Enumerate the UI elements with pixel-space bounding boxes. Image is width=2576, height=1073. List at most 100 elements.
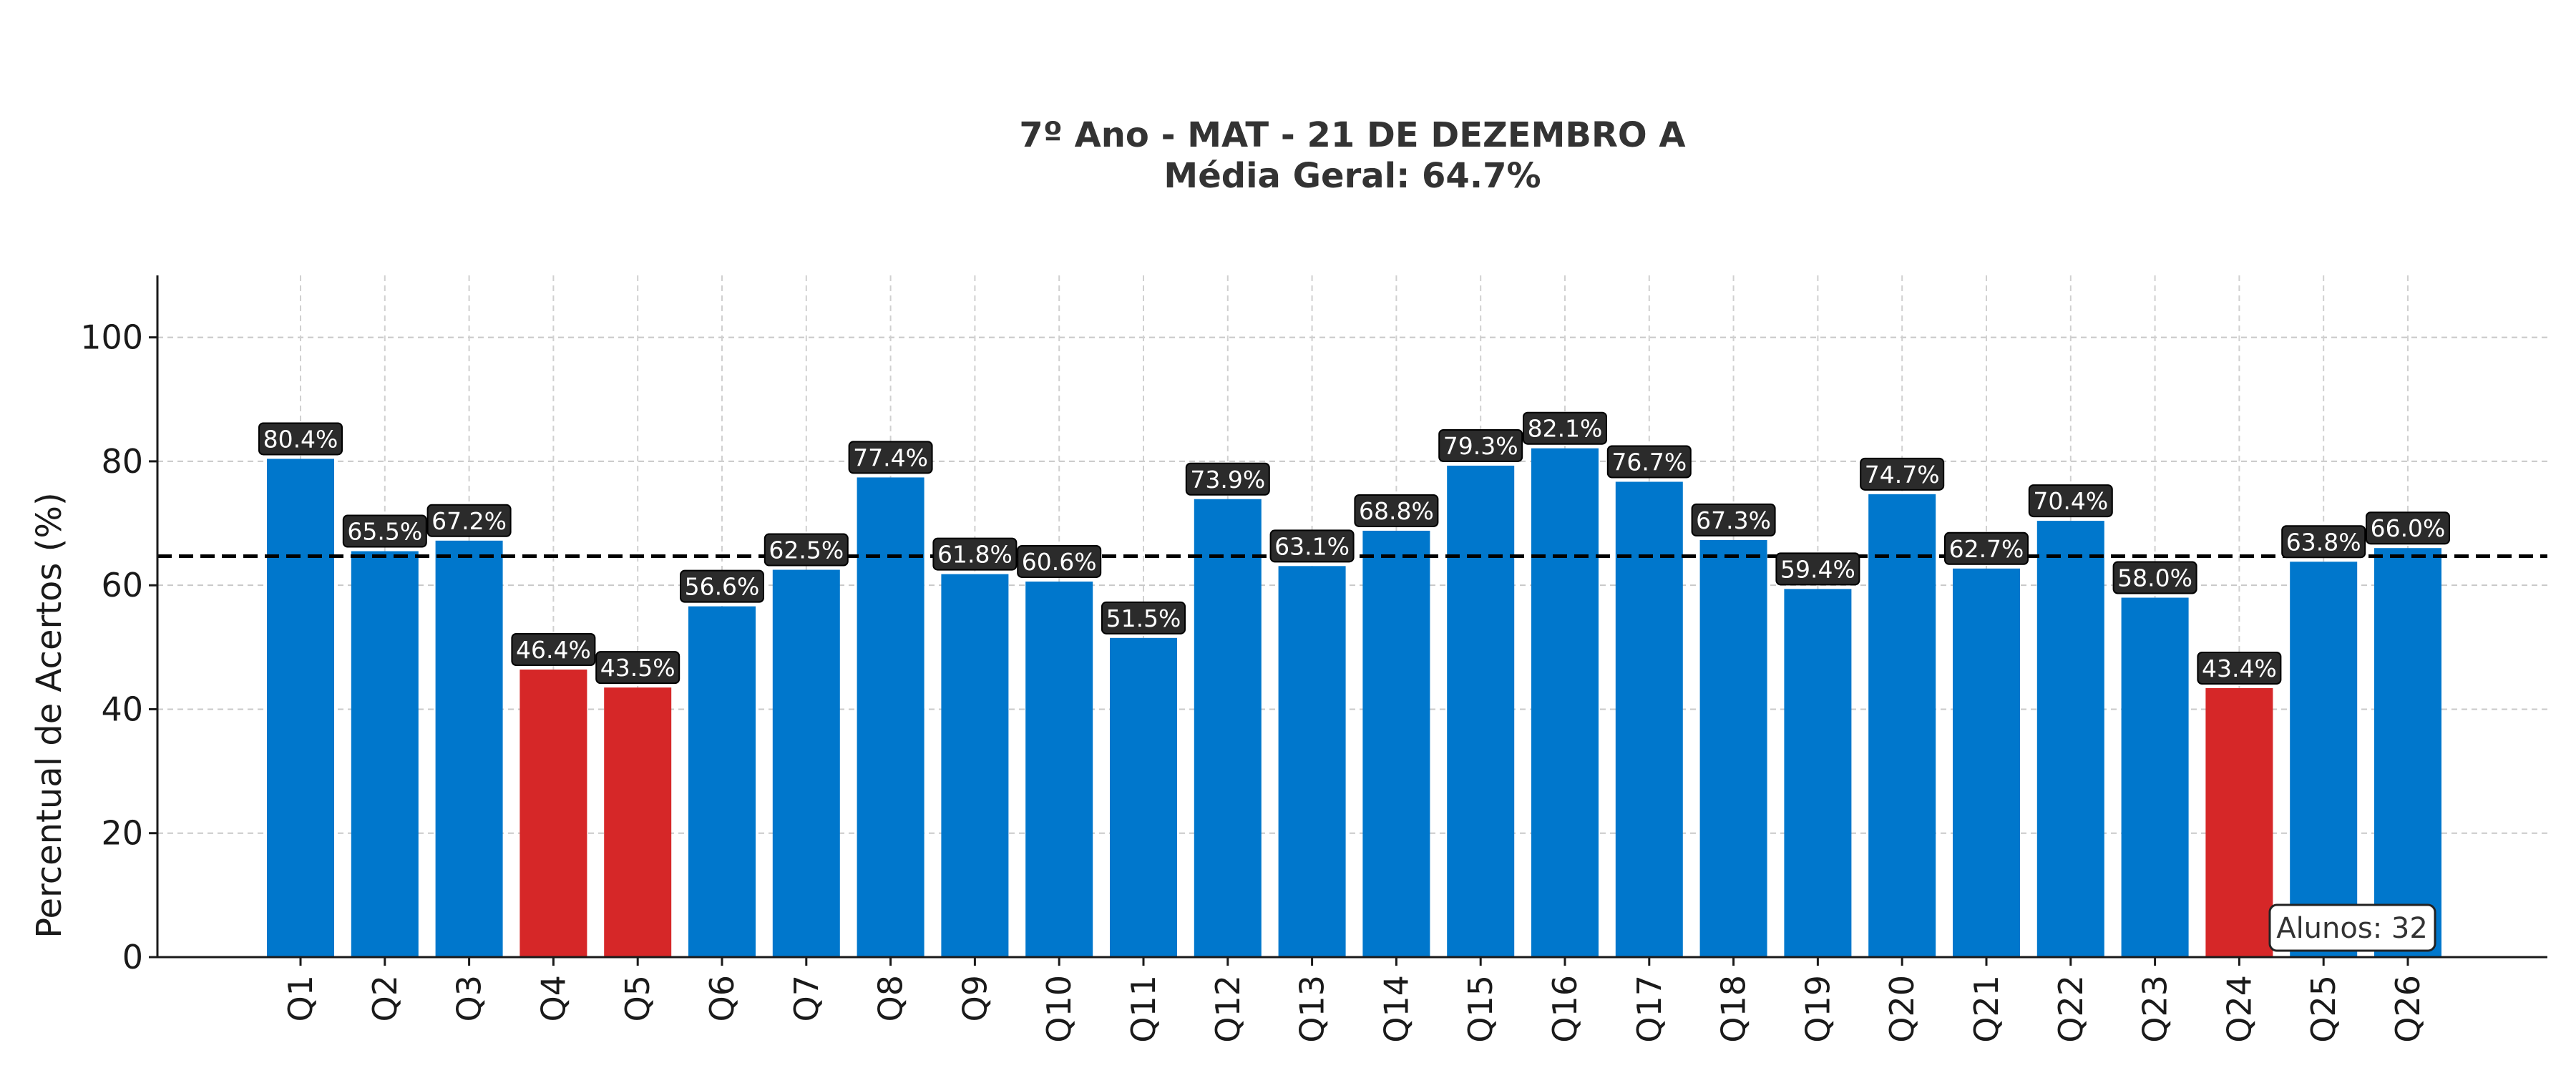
y-axis-label: Percentual de Acertos (%): [29, 492, 69, 938]
data-label-box: [2366, 511, 2450, 545]
x-tick-label: Q18: [1714, 975, 1753, 1043]
bar-q13: [1278, 566, 1346, 957]
data-label-box: [1606, 445, 1692, 479]
y-tick-label: 20: [101, 814, 143, 853]
x-tick-label: Q8: [872, 975, 910, 1021]
chart-subtitle: Média Geral: 64.7%: [1163, 156, 1541, 196]
data-label-text: 46.4%: [516, 636, 591, 664]
x-tick-label: Q6: [703, 975, 741, 1021]
students-note: Alunos: 32: [2268, 903, 2436, 952]
data-label-text: 65.5%: [347, 518, 422, 546]
bar-q14: [1362, 530, 1430, 957]
bar-q10: [1025, 581, 1093, 957]
x-tick-label: Q26: [2389, 975, 2427, 1043]
bar-q12: [1194, 499, 1262, 957]
data-label-box: [1354, 494, 1439, 527]
data-label-q1: 80.4%: [258, 422, 343, 456]
data-label-q3: 67.2%: [426, 504, 512, 537]
data-label-text: 82.1%: [1528, 415, 1603, 443]
bar-q19: [1784, 589, 1852, 957]
x-tick-label: Q21: [1967, 975, 2006, 1043]
data-label-q10: 60.6%: [1017, 544, 1102, 578]
bar-q21: [1953, 568, 2020, 957]
bar-q26: [2374, 548, 2441, 957]
data-label-text: 59.4%: [1780, 555, 1855, 583]
bar-q25: [2290, 562, 2358, 957]
bar-q15: [1447, 465, 1515, 957]
data-label-text: 80.4%: [263, 425, 338, 453]
data-label-box: [342, 514, 427, 548]
students-note-text: Alunos: 32: [2276, 912, 2428, 945]
x-tick-label: Q5: [618, 975, 657, 1021]
data-label-text: 61.8%: [937, 541, 1013, 569]
bar-q1: [267, 459, 334, 957]
x-tick-label: Q2: [366, 975, 404, 1021]
data-label-text: 43.4%: [2202, 655, 2277, 682]
data-label-box: [426, 504, 512, 537]
y-tick-label: 0: [122, 938, 143, 976]
data-label-q23: 58.0%: [2112, 561, 2197, 594]
bar-q18: [1699, 539, 1767, 957]
students-note-box: [2268, 903, 2436, 952]
data-label-q2: 65.5%: [342, 514, 427, 548]
axes: 0 20 40 60 80 100 Q1 Q2 Q3 Q4 Q5 Q6 Q7 Q8 Q9 Q10 Q11 Q12 Q…: [80, 275, 2547, 1043]
x-tick-label: Q25: [2304, 975, 2343, 1043]
bar-q24: [2205, 687, 2273, 957]
data-label-text: 67.2%: [431, 507, 507, 535]
bar-q22: [2036, 521, 2104, 957]
data-label-q12: 73.9%: [1185, 462, 1270, 496]
bar-q9: [941, 574, 1009, 957]
data-label-text: 60.6%: [1022, 548, 1097, 576]
data-label-q8: 77.4%: [848, 441, 933, 474]
data-label-q18: 67.3%: [1691, 503, 1776, 536]
data-label-q20: 74.7%: [1860, 457, 1945, 491]
bar-q6: [688, 606, 756, 957]
data-label-box: [1101, 601, 1186, 635]
data-label-q4: 46.4%: [511, 633, 596, 667]
x-tick-label: Q15: [1461, 975, 1500, 1043]
x-tick-label: Q1: [281, 975, 320, 1021]
data-label-box: [1269, 529, 1355, 563]
data-label-q16: 82.1%: [1523, 411, 1607, 445]
x-tick-label: Q7: [787, 975, 826, 1021]
bar-q11: [1110, 637, 1177, 957]
data-label-box: [2112, 561, 2197, 594]
data-label-box: [1944, 531, 2029, 565]
x-tick-label: Q3: [450, 975, 489, 1021]
data-label-box: [1185, 462, 1270, 496]
data-label-text: 67.3%: [1696, 506, 1771, 534]
bars: [267, 448, 2441, 957]
data-label-q7: 62.5%: [763, 533, 849, 567]
data-label-text: 63.8%: [2286, 528, 2361, 556]
data-label-box: [2281, 525, 2366, 559]
bar-q7: [772, 569, 840, 957]
data-label-q22: 70.4%: [2028, 484, 2113, 518]
x-tick-label: Q17: [1630, 975, 1669, 1043]
x-tick-label: Q23: [2136, 975, 2175, 1043]
data-label-text: 79.3%: [1443, 432, 1518, 460]
data-label-q15: 79.3%: [1438, 428, 1523, 462]
x-tick-label: Q16: [1546, 975, 1584, 1043]
x-tick-label: Q22: [2051, 975, 2090, 1043]
data-label-q26: 66.0%: [2366, 511, 2450, 545]
data-label-text: 68.8%: [1359, 497, 1434, 525]
chart-title: 7º Ano - MAT - 21 DE DEZEMBRO A: [1019, 115, 1685, 155]
data-label-q9: 61.8%: [932, 537, 1018, 571]
data-label-box: [1691, 503, 1776, 536]
data-label-q13: 63.1%: [1269, 529, 1355, 563]
x-tick-label: Q9: [955, 975, 994, 1021]
x-tick-label: Q20: [1883, 975, 1921, 1043]
bar-q2: [351, 551, 419, 957]
data-label-text: 77.4%: [853, 444, 928, 471]
bar-q4: [519, 670, 587, 957]
data-labels: 80.4% 65.5% 67.2% 46.4% 43.5% 56.6% 62.5% 77.4%…: [258, 411, 2450, 685]
data-label-text: 63.1%: [1274, 532, 1350, 560]
bar-q23: [2121, 597, 2189, 957]
grid: [157, 275, 2547, 957]
bar-q8: [857, 477, 924, 957]
data-label-q11: 51.5%: [1101, 601, 1186, 635]
y-tick-label: 80: [101, 442, 143, 481]
data-label-box: [2197, 651, 2282, 685]
data-label-box: [511, 633, 596, 667]
